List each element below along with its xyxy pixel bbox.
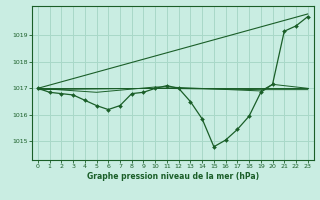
- X-axis label: Graphe pression niveau de la mer (hPa): Graphe pression niveau de la mer (hPa): [87, 172, 259, 181]
